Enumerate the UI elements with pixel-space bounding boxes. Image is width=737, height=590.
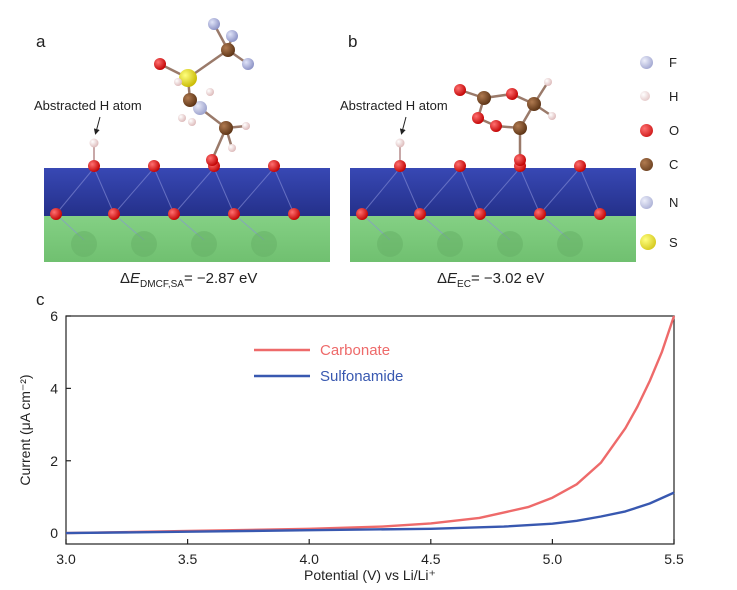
chart-legend: Carbonate Sulfonamide xyxy=(254,342,403,385)
legend-label-carbonate: Carbonate xyxy=(320,342,390,359)
atom-legend-label: F xyxy=(669,54,677,70)
atom-legend-dot xyxy=(640,195,653,209)
atom-legend-item: H xyxy=(640,84,678,108)
atom-legend-dot xyxy=(640,234,656,250)
x-tick-label: 5.5 xyxy=(664,551,684,567)
x-axis-label: Potential (V) vs Li/Li⁺ xyxy=(304,567,436,583)
y-tick-label: 4 xyxy=(50,380,58,396)
atom-legend: F H O C N S xyxy=(640,38,720,268)
energy-a-prefix: Δ xyxy=(120,270,131,287)
energy-label-a: ΔEDMCF,SA= −2.87 eV xyxy=(120,270,257,290)
energy-b-prefix: Δ xyxy=(437,270,448,287)
atom-legend-dot xyxy=(640,55,653,69)
abstracted-h-label-b: Abstracted H atom xyxy=(340,98,448,113)
atom-legend-label: S xyxy=(669,234,678,250)
energy-label-b: ΔEEC= −3.02 eV xyxy=(437,270,544,290)
x-tick-label: 4.5 xyxy=(421,551,441,567)
atom-legend-label: N xyxy=(669,194,679,210)
atom-legend-dot xyxy=(640,91,650,101)
energy-a-value: = −2.87 eV xyxy=(183,270,258,287)
atom-legend-label: O xyxy=(669,122,680,138)
x-tick-label: 3.0 xyxy=(56,551,76,567)
slab-b xyxy=(350,78,636,262)
y-tick-label: 2 xyxy=(50,453,58,469)
atom-legend-item: O xyxy=(640,118,679,142)
current-potential-chart: 3.0 3.5 4.0 4.5 5.0 5.5 0 2 4 6 Potential (V) vs… xyxy=(17,308,684,583)
plot-frame xyxy=(65,315,675,545)
atom-legend-item: N xyxy=(640,190,678,214)
y-axis-label: Current (μA cm⁻²) xyxy=(17,374,33,485)
x-tick-label: 5.0 xyxy=(543,551,563,567)
atom-legend-dot xyxy=(640,157,653,171)
series-line-sulfonamide xyxy=(65,491,675,535)
panel-a-letter: a xyxy=(36,32,46,51)
structure-illustrations xyxy=(44,18,636,262)
atom-legend-dot xyxy=(640,123,653,137)
legend-label-sulfonamide: Sulfonamide xyxy=(320,368,403,385)
atom-legend-item: F xyxy=(640,50,677,74)
energy-a-symbol: E xyxy=(130,270,141,287)
energy-b-value: = −3.02 eV xyxy=(470,270,545,287)
energy-b-subscript: EC xyxy=(457,279,471,290)
energy-a-subscript: DMCF,SA xyxy=(140,279,184,290)
energy-b-symbol: E xyxy=(447,270,458,287)
series-line-carbonate xyxy=(65,315,676,535)
atom-legend-item: S xyxy=(640,230,678,254)
slab-a xyxy=(44,18,330,262)
atom-legend-label: H xyxy=(669,88,679,104)
x-tick-label: 4.0 xyxy=(299,551,319,567)
panel-b-letter: b xyxy=(348,32,358,51)
panel-c-letter: c xyxy=(36,290,45,309)
atom-legend-item: C xyxy=(640,152,678,176)
y-tick-label: 0 xyxy=(50,525,58,541)
atom-legend-label: C xyxy=(669,156,679,172)
abstracted-h-label-a: Abstracted H atom xyxy=(34,98,142,113)
x-tick-label: 3.5 xyxy=(178,551,198,567)
y-tick-label: 6 xyxy=(50,308,58,324)
